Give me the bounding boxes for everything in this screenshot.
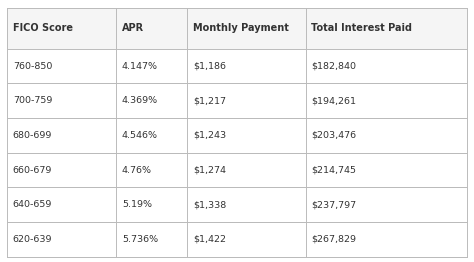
Text: FICO Score: FICO Score bbox=[13, 23, 73, 33]
Text: 4.369%: 4.369% bbox=[122, 96, 158, 105]
Text: 4.546%: 4.546% bbox=[122, 131, 158, 140]
Text: $1,186: $1,186 bbox=[193, 62, 226, 70]
Text: $1,243: $1,243 bbox=[193, 131, 226, 140]
Text: $1,217: $1,217 bbox=[193, 96, 226, 105]
Text: $182,840: $182,840 bbox=[311, 62, 356, 70]
Text: 4.76%: 4.76% bbox=[122, 166, 152, 174]
Text: $203,476: $203,476 bbox=[311, 131, 356, 140]
Text: 4.147%: 4.147% bbox=[122, 62, 158, 70]
Text: $1,422: $1,422 bbox=[193, 235, 226, 244]
Text: $237,797: $237,797 bbox=[311, 200, 356, 209]
Text: $1,274: $1,274 bbox=[193, 166, 226, 174]
Text: Monthly Payment: Monthly Payment bbox=[193, 23, 289, 33]
Text: 680-699: 680-699 bbox=[13, 131, 52, 140]
Text: $267,829: $267,829 bbox=[311, 235, 356, 244]
Text: 660-679: 660-679 bbox=[13, 166, 52, 174]
Text: APR: APR bbox=[122, 23, 144, 33]
Bar bbox=[7, 8, 467, 49]
Text: Total Interest Paid: Total Interest Paid bbox=[311, 23, 412, 33]
Text: 5.736%: 5.736% bbox=[122, 235, 158, 244]
Text: 760-850: 760-850 bbox=[13, 62, 52, 70]
Text: 640-659: 640-659 bbox=[13, 200, 52, 209]
Text: 700-759: 700-759 bbox=[13, 96, 52, 105]
Text: $214,745: $214,745 bbox=[311, 166, 356, 174]
Text: $1,338: $1,338 bbox=[193, 200, 226, 209]
Text: 5.19%: 5.19% bbox=[122, 200, 152, 209]
Text: 620-639: 620-639 bbox=[13, 235, 52, 244]
Text: $194,261: $194,261 bbox=[311, 96, 356, 105]
